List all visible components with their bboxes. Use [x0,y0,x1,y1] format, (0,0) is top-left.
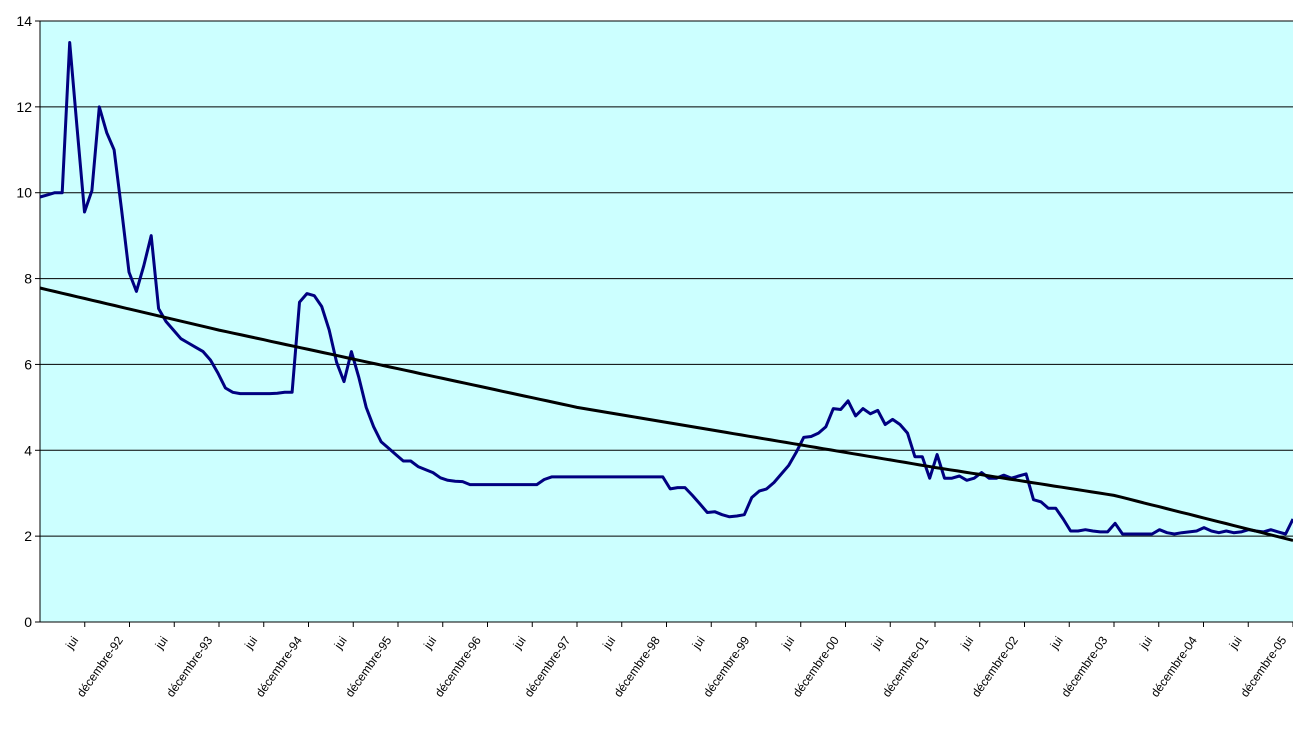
series-line-monthly [39,41,1293,536]
x-tick-label: décembre-94 [253,633,305,699]
x-tick-label: jui [1226,634,1245,653]
x-tick-label: décembre-92 [74,633,126,699]
y-tick-label: 2 [24,528,32,544]
x-tick-label: décembre-00 [790,633,842,699]
x-tick-label: jui [510,634,529,653]
x-tick-label: décembre-95 [342,633,394,699]
x-tick-label: décembre-05 [1237,633,1289,699]
gridlines [40,20,1293,537]
x-tick-label: jui [599,634,618,653]
x-tick-label: jui [778,634,797,653]
y-axis: 0 2 4 6 8 10 12 14 [16,13,41,630]
x-tick-label: décembre-98 [611,633,663,699]
x-tick-label: jui [1136,634,1155,653]
y-tick-label: 12 [16,99,32,115]
y-tick-label: 4 [24,442,32,458]
y-tick-label: 8 [24,271,32,287]
x-tick-label: décembre-96 [432,633,484,699]
x-tick-label: jui [420,634,439,653]
y-tick-label: 14 [16,13,32,29]
y-tick-label: 6 [24,356,32,372]
x-tick-label: jui [152,634,171,653]
x-tick-label: jui [241,634,260,653]
x-tick-label: décembre-01 [879,633,931,699]
x-tick-label: décembre-97 [521,633,573,699]
x-tick-label: décembre-93 [163,633,215,699]
x-tick-label: décembre-99 [700,633,752,699]
x-tick-label: jui [1047,634,1066,653]
x-tick-label: jui [868,634,887,653]
x-tick-label: jui [62,634,81,653]
y-tick-label: 0 [24,614,32,630]
trend-line [39,286,1293,542]
y-tick-label: 10 [16,185,32,201]
x-tick-label: décembre-03 [1058,633,1110,699]
plot-area [40,21,1293,622]
x-tick-label: jui [689,634,708,653]
x-tick-label: jui [957,634,976,653]
x-tick-label: jui [331,634,350,653]
x-tick-label: décembre-02 [969,633,1021,699]
x-tick-label: décembre-04 [1148,633,1200,699]
